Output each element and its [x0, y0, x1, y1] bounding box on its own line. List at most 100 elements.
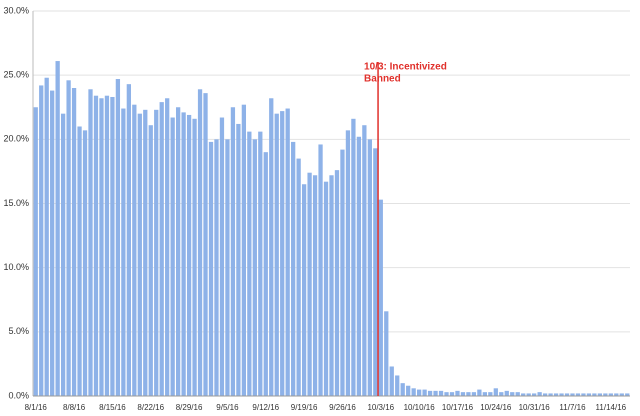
annotation-text: 10/3: Incentivized [364, 62, 447, 73]
bar [537, 392, 542, 396]
bar [592, 393, 597, 396]
bar [33, 107, 38, 396]
x-tick-label: 9/5/16 [216, 403, 239, 412]
y-tick-label: 20.0% [3, 134, 29, 144]
bar [230, 107, 236, 396]
bar [351, 118, 356, 397]
bar [378, 199, 383, 396]
x-tick-label: 11/14/16 [596, 403, 627, 412]
bar [608, 393, 613, 396]
bar [186, 114, 192, 396]
bar [466, 392, 471, 396]
bar [192, 118, 197, 397]
bar [477, 389, 482, 396]
bar [143, 109, 148, 397]
bar [427, 390, 433, 396]
bar [60, 113, 66, 397]
bar [71, 88, 77, 396]
bar [411, 388, 416, 396]
bar [532, 393, 537, 396]
bar [39, 85, 44, 396]
bar [197, 89, 203, 397]
y-tick-label: 15.0% [3, 198, 29, 208]
bar [389, 366, 394, 396]
bar [548, 393, 553, 396]
bar [66, 80, 71, 397]
x-tick-label: 10/24/16 [480, 403, 512, 412]
bar [252, 139, 257, 397]
bar [504, 390, 509, 396]
bar [82, 130, 88, 396]
bar [329, 175, 334, 396]
bar [104, 95, 110, 396]
x-tick-label: 8/15/16 [99, 403, 126, 412]
bar [438, 390, 444, 396]
bar [93, 95, 99, 396]
bar [274, 113, 279, 397]
bar [280, 111, 285, 396]
bar [422, 389, 427, 396]
y-tick-label: 0.0% [8, 390, 29, 400]
bar [482, 392, 487, 396]
bar [510, 392, 515, 396]
bar [597, 393, 603, 396]
bar [542, 393, 548, 396]
bar [416, 389, 422, 396]
bar [50, 90, 55, 397]
bar [176, 107, 181, 396]
bar [247, 131, 252, 396]
x-tick-label: 9/12/16 [252, 403, 279, 412]
x-tick-label: 10/17/16 [442, 403, 474, 412]
bar [471, 392, 477, 396]
bar [55, 61, 60, 397]
y-tick-label: 25.0% [3, 70, 29, 80]
bar [236, 123, 241, 396]
bar [225, 139, 230, 397]
bar [570, 393, 575, 396]
bar [165, 98, 170, 397]
x-tick-label: 8/29/16 [176, 403, 203, 412]
bar [433, 390, 438, 396]
bar [625, 393, 630, 396]
bar [203, 93, 208, 396]
bar [334, 170, 340, 396]
annotation-text: Banned [364, 74, 401, 85]
x-tick-label: 10/3/16 [367, 403, 394, 412]
bar [307, 172, 312, 396]
y-tick-label: 5.0% [8, 326, 29, 336]
bar [181, 112, 186, 396]
bar [559, 393, 564, 396]
bar [110, 96, 115, 396]
bar [400, 383, 405, 396]
bar [126, 84, 131, 397]
bar [44, 77, 49, 396]
x-tick-label: 8/8/16 [63, 403, 86, 412]
bar [515, 392, 520, 396]
bar [455, 390, 460, 396]
bar [575, 393, 581, 396]
bar [406, 385, 411, 396]
bar [460, 392, 466, 396]
bar [241, 104, 247, 396]
bar [619, 393, 624, 396]
bar [296, 158, 301, 396]
bar [312, 175, 318, 396]
bar [340, 149, 345, 396]
bar [345, 130, 351, 396]
bar [99, 98, 104, 397]
bar [586, 393, 592, 396]
bar [526, 393, 531, 396]
bar [263, 152, 268, 396]
bar [170, 117, 175, 397]
x-tick-label: 9/26/16 [329, 403, 356, 412]
bar [148, 125, 153, 396]
x-tick-label: 11/7/16 [559, 403, 586, 412]
x-tick-label: 8/1/16 [25, 403, 48, 412]
bar [367, 139, 372, 397]
bar [499, 392, 504, 396]
bar [493, 388, 498, 396]
y-tick-label: 30.0% [3, 5, 29, 15]
x-tick-label: 9/19/16 [291, 403, 318, 412]
bar [301, 184, 307, 396]
